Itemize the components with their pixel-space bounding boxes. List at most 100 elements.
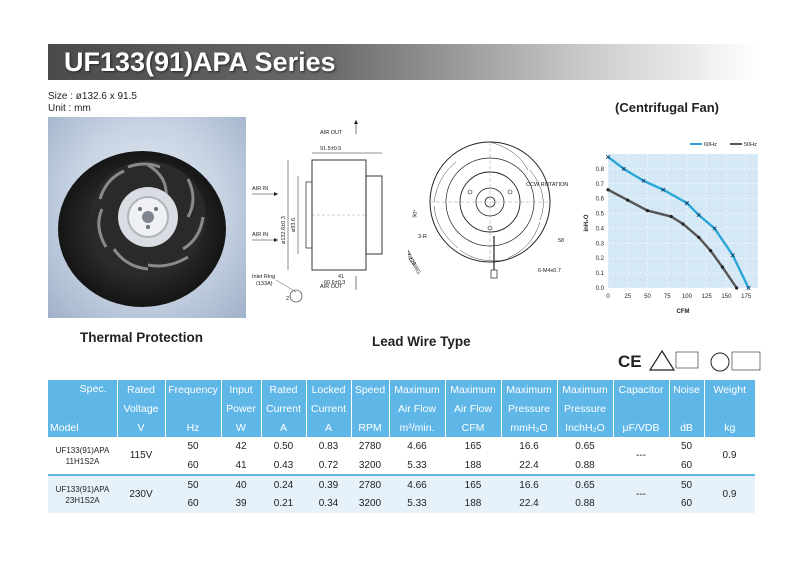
data-point (669, 214, 673, 219)
header-unit-cell: InchH₂O (556, 418, 613, 437)
y-tick-label: 0.6 (596, 197, 605, 203)
header-cell (703, 399, 755, 418)
lead-wire-caption: Lead Wire Type (372, 334, 471, 349)
x-tick-label: 175 (741, 294, 752, 300)
airflow-m3-cell: 4.66 (389, 474, 445, 494)
header-cell: Pressure (500, 399, 557, 418)
y-tick-label: 0.3 (596, 241, 605, 247)
x-axis-label: CFM (677, 309, 690, 315)
unit-line: Unit : mm (48, 103, 91, 114)
model-label: Model (50, 422, 79, 434)
data-point (661, 187, 666, 192)
inlet-ring-label: Inlet Ring (252, 274, 275, 280)
data-point (645, 208, 650, 213)
model-suffix: 11H1S2A (65, 456, 100, 466)
header-cell (668, 399, 704, 418)
y-tick-label: 0.7 (596, 182, 605, 188)
data-point (641, 178, 646, 183)
header-cell: Maximum (556, 380, 613, 399)
table-row: UF133(91)APA 11H1S2A 115V 50 42 0.50 0.8… (48, 437, 755, 475)
air-out-top-label: AIR OUT (320, 130, 343, 136)
header-cell: Maximum (444, 380, 501, 399)
header-cell: Rated (260, 380, 306, 399)
header-unit-cell: W (220, 418, 261, 437)
y-tick-label: 0.2 (596, 256, 605, 262)
airflow-m3-cell: 5.33 (389, 456, 445, 475)
r-label: 3-R (418, 234, 427, 240)
tuv-mark-icon (648, 349, 699, 371)
header-cell: Maximum (500, 380, 557, 399)
current-cell: 0.24 (261, 474, 306, 494)
dim-dia1-label: ø132.6±0.3 (281, 216, 287, 244)
model-cell: UF133(91)APA 23H1S2A (48, 474, 117, 513)
header-cell: Current (305, 399, 351, 418)
pressure-inch-cell: 0.65 (557, 474, 613, 494)
x-tick-label: 0 (606, 294, 610, 300)
title-bar: UF133(91)APA Series (48, 44, 760, 80)
pressure-mm-cell: 22.4 (501, 456, 557, 475)
y-tick-label: 0.1 (596, 271, 605, 277)
header-row-1: Spec. Model Rated Frequency Input Rated … (48, 380, 755, 437)
power-cell: 40 (221, 474, 261, 494)
data-point (626, 198, 630, 202)
header-corner: Spec. Model (48, 380, 117, 437)
power-cell: 39 (221, 494, 261, 513)
header-unit-cell: V (116, 418, 165, 437)
size-info: Size : ø132.6 x 91.5 Unit : mm (48, 91, 137, 115)
data-point (684, 201, 690, 206)
header-unit-cell: CFM (444, 418, 501, 437)
airflow-m3-cell: 4.66 (389, 437, 445, 456)
power-cell: 41 (221, 456, 261, 475)
y-tick-label: 0.8 (596, 167, 605, 173)
data-point (605, 154, 611, 160)
header-unit-cell: m³/min. (388, 418, 445, 437)
y-tick-label: 0.4 (596, 226, 605, 232)
pressure-inch-cell: 0.88 (557, 494, 613, 513)
inlet-ring-dim-label: (133A) (256, 281, 273, 287)
header-row-2: Voltage Power Current Current Air Flow A… (48, 399, 755, 418)
locked-current-cell: 0.34 (306, 494, 351, 513)
y-tick-label: 0.5 (596, 212, 605, 218)
data-point (696, 212, 701, 218)
header-cell: Maximum (388, 380, 445, 399)
header-cell: Locked (305, 380, 351, 399)
legend-label: 60Hz (704, 142, 717, 148)
data-point (681, 222, 685, 226)
air-out-bottom-label: AIR OUT (320, 284, 343, 290)
angle-label: 90° (412, 209, 419, 218)
header-cell: Weight (703, 380, 755, 399)
current-cell: 0.50 (261, 437, 306, 456)
model-name: UF133(91)APA (55, 484, 110, 494)
x-tick-label: 75 (664, 294, 671, 300)
header-cell (612, 399, 669, 418)
front-dimension-drawing: CCW ROTATION 90° 3-R 400±20 UL1332 22AWG… (396, 140, 580, 300)
locked-current-cell: 0.83 (306, 437, 351, 456)
pressure-inch-cell: 0.65 (557, 437, 613, 456)
header-cell: Pressure (556, 399, 613, 418)
pressure-mm-cell: 16.6 (501, 437, 557, 456)
data-point (746, 285, 751, 291)
ccw-label: CCW ROTATION (526, 182, 568, 188)
air-in-label-2: AIR IN (252, 232, 268, 238)
capacitor-cell: --- (613, 474, 669, 513)
voltage-cell: 115V (117, 437, 165, 475)
plot-area (608, 154, 758, 288)
header-cell: Voltage (116, 399, 165, 418)
voltage-cell: 230V (117, 474, 165, 513)
header-unit-cell: mmH₂O (500, 418, 557, 437)
ul-label: UL1332 22AWG (408, 238, 421, 276)
table-row: UF133(91)APA 23H1S2A 230V 50 40 0.24 0.3… (48, 474, 755, 513)
header-cell (350, 399, 389, 418)
svg-text:CE: CE (618, 352, 642, 371)
header-cell: Current (260, 399, 306, 418)
header-cell: Noise (668, 380, 704, 399)
data-point (712, 226, 717, 231)
current-cell: 0.43 (261, 456, 306, 475)
pressure-mm-cell: 16.6 (501, 474, 557, 494)
header-cell (164, 399, 221, 418)
speed-cell: 2780 (351, 474, 389, 494)
header-unit-cell: kg (703, 418, 755, 437)
data-point (697, 235, 701, 239)
locked-current-cell: 0.39 (306, 474, 351, 494)
header-cell: Air Flow (444, 399, 501, 418)
